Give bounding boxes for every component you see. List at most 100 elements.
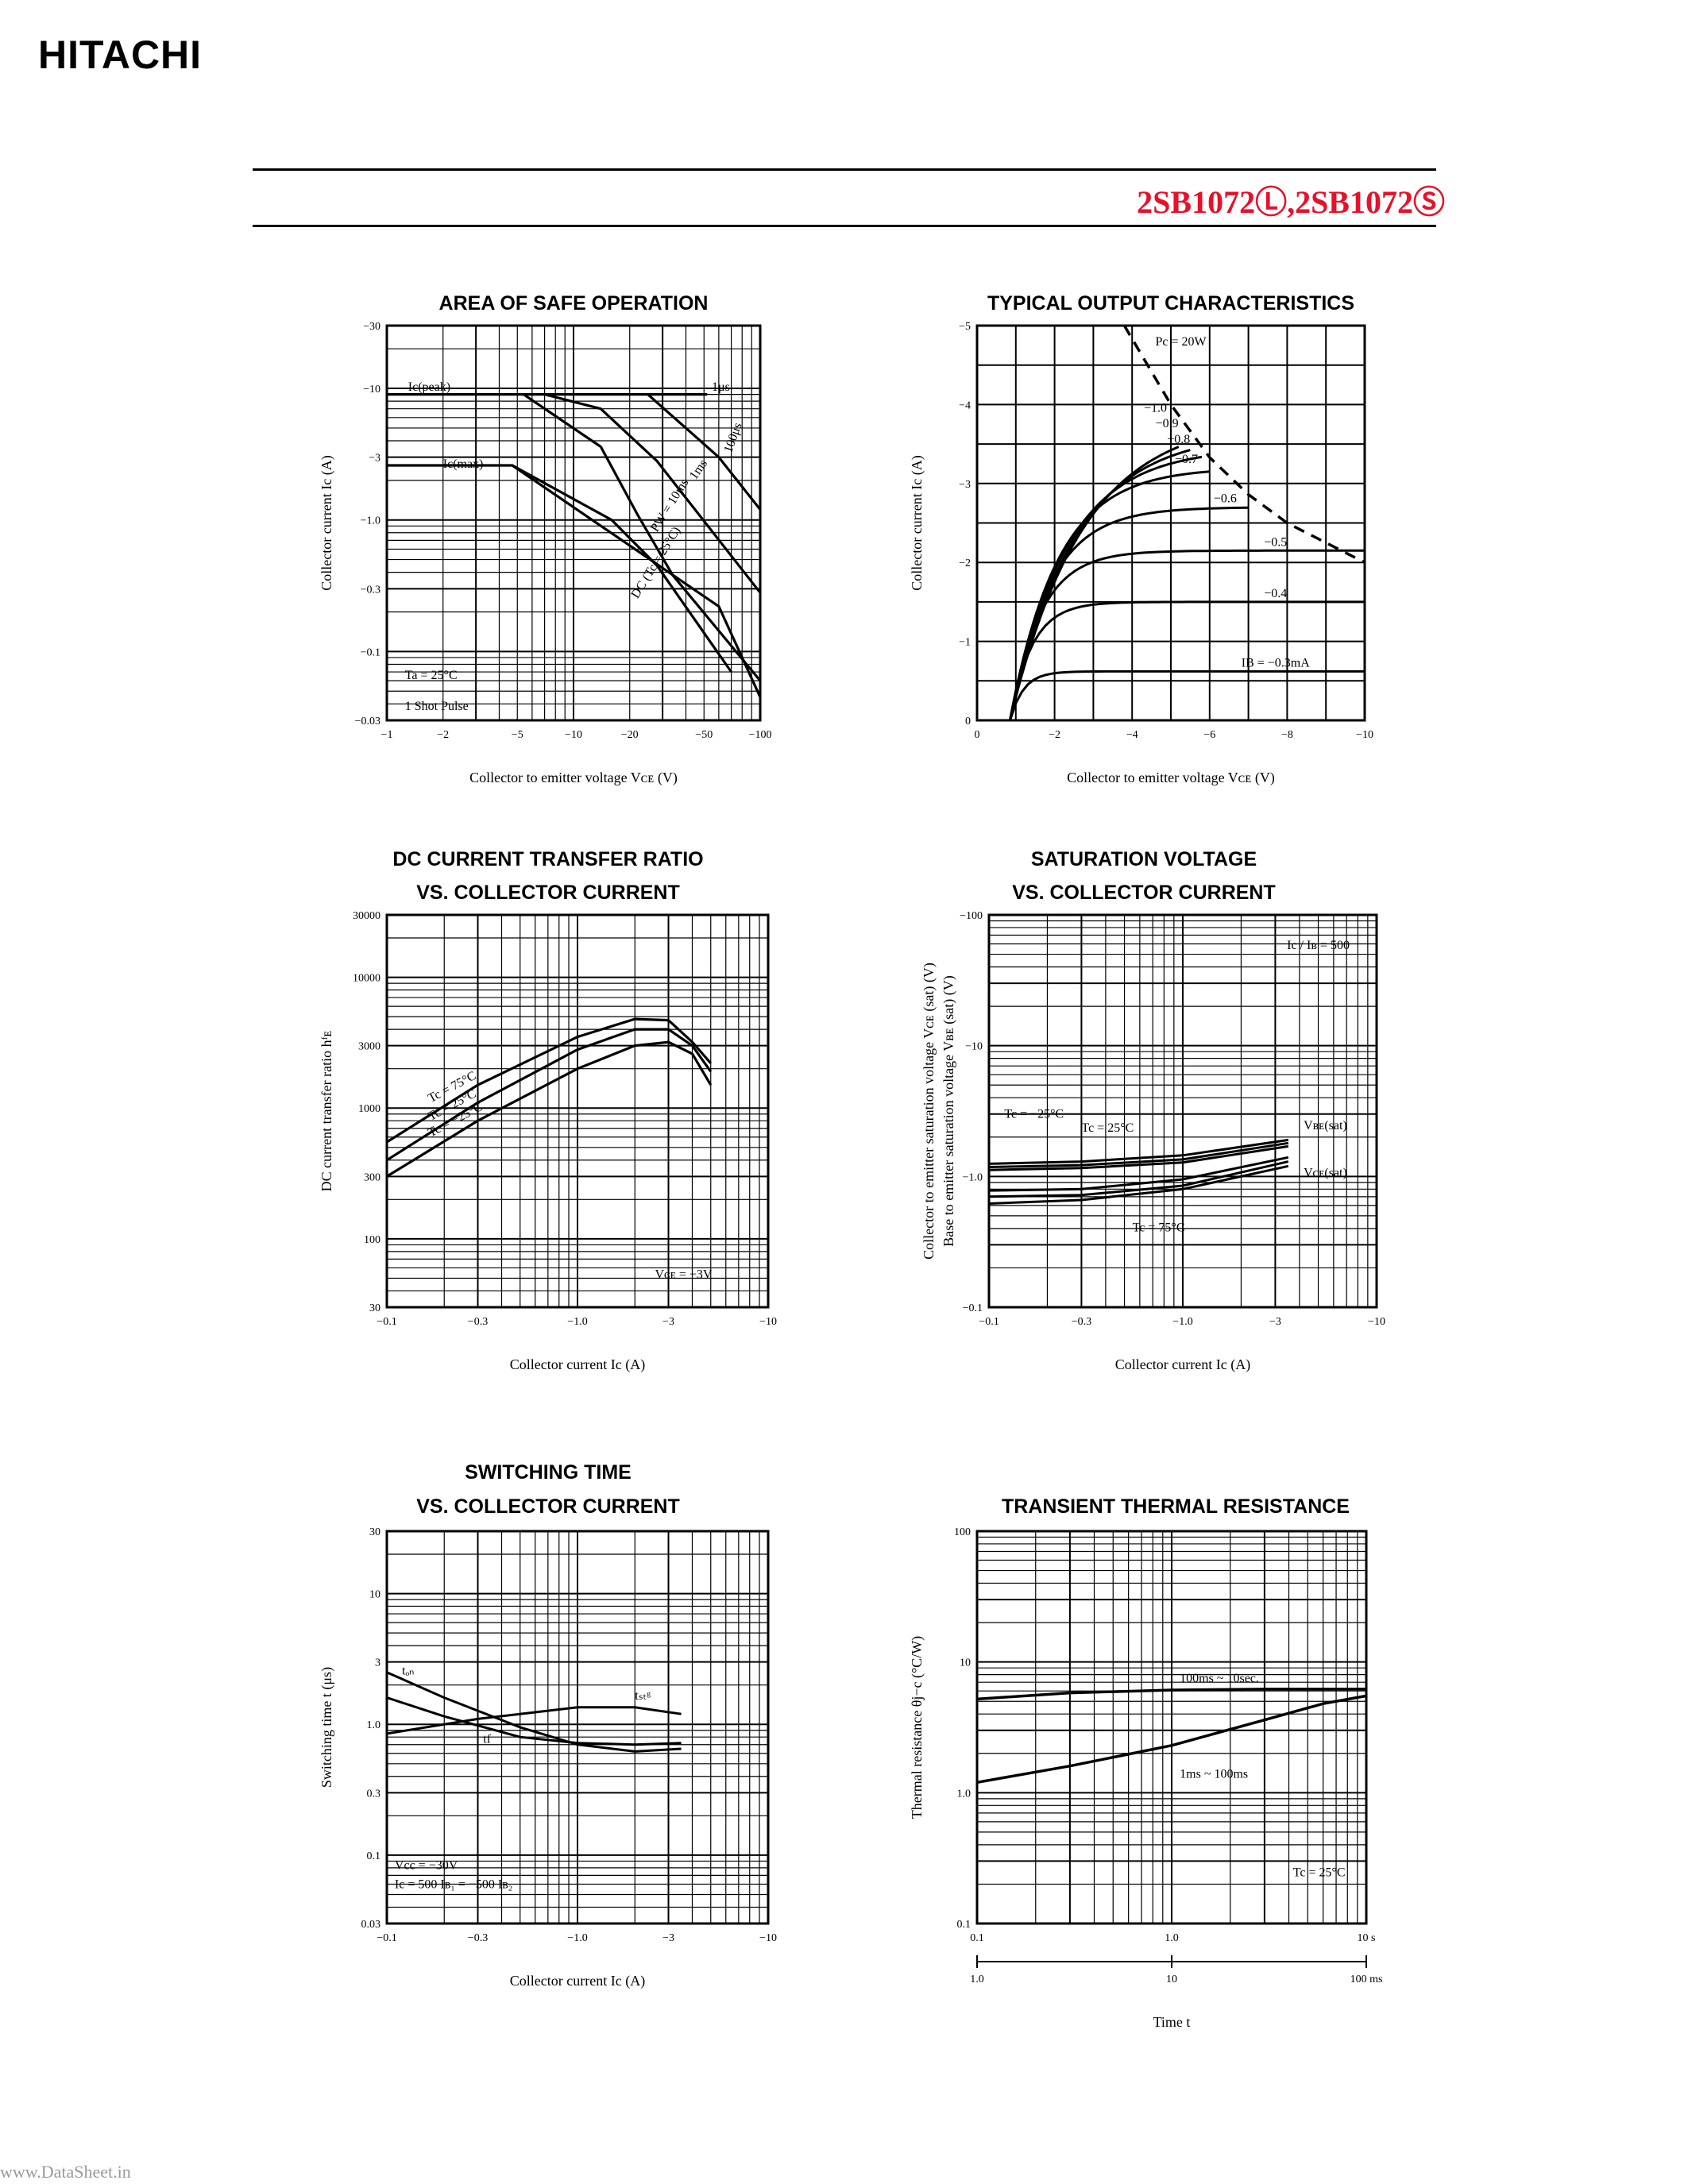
y-tick-label: 30000 xyxy=(353,910,380,922)
series-label: −1.0 xyxy=(1144,401,1167,415)
x-tick-label: −5 xyxy=(512,729,523,741)
brand-logo: HITACHI xyxy=(38,33,203,77)
chart-title: TRANSIENT THERMAL RESISTANCE xyxy=(1002,1495,1350,1518)
x-tick-label: −10 xyxy=(1356,729,1373,741)
series-label: −0.4 xyxy=(1264,587,1287,600)
footer-url: www.DataSheet.in xyxy=(0,2162,131,2182)
series-line xyxy=(386,1706,682,1735)
y-tick-label: 10000 xyxy=(353,973,380,985)
chart-title: VS. COLLECTOR CURRENT xyxy=(1012,882,1276,904)
series-line xyxy=(1009,506,1249,721)
series-line xyxy=(988,1160,1289,1198)
chart-annotation: Tc = −25°C xyxy=(1004,1108,1064,1121)
series-line xyxy=(647,393,762,511)
series-label: 100ms ~ 10sec. xyxy=(1180,1672,1259,1685)
chart-title: VS. COLLECTOR CURRENT xyxy=(416,882,680,904)
chart-area-of-safe-operation: AREA OF SAFE OPERATION Collector to emitt… xyxy=(319,292,771,786)
y-tick-label: −30 xyxy=(363,321,380,333)
y-axis-label: Collector current Ic (A) xyxy=(319,455,335,590)
x-tick-label: −3 xyxy=(1269,1316,1281,1328)
series-line xyxy=(511,464,762,698)
y-tick-label: 1000 xyxy=(358,1103,380,1115)
chart-annotation: Vᴄᴇ = −3V xyxy=(655,1268,713,1281)
series-label: Pc = 20W xyxy=(1155,335,1207,349)
x-tick-label: −0.1 xyxy=(377,1316,396,1328)
plot-frame xyxy=(385,324,762,722)
y-tick-label: −3 xyxy=(959,479,971,491)
chart-dc-current-transfer: DC CURRENT TRANSFER RATIO VS. COLLECTOR C… xyxy=(319,848,777,1373)
y-tick-label: −3 xyxy=(369,453,380,465)
series-line xyxy=(1009,449,1191,721)
series-line xyxy=(988,1138,1289,1165)
series-line xyxy=(988,1141,1289,1168)
x-tick-label: −3 xyxy=(662,1932,674,1944)
series-line xyxy=(988,1164,1289,1205)
y-tick-label: −1 xyxy=(959,637,971,649)
y-tick-label: 30 xyxy=(369,1302,380,1314)
x-tick-label: −10 xyxy=(1368,1316,1385,1328)
series-line xyxy=(988,1156,1289,1192)
y-tick-label: −4 xyxy=(959,399,971,411)
chart-annotation: 1 Shot Pulse xyxy=(405,700,469,713)
x-tick-label: −1.0 xyxy=(1172,1316,1192,1328)
chart-annotation: Tc = 25°C xyxy=(1081,1121,1134,1135)
chart-annotation: Ic / Iʙ = 500 xyxy=(1287,939,1350,952)
series-line xyxy=(386,1017,713,1144)
y-tick-label: −1.0 xyxy=(361,515,380,527)
chart-title: SWITCHING TIME xyxy=(465,1461,632,1484)
y-tick-label: 0 xyxy=(965,716,971,727)
pc-limit-line xyxy=(1122,325,1365,564)
series-line xyxy=(1009,549,1365,721)
x-tick-label-2: 10 xyxy=(1166,1974,1177,1985)
plot-frame xyxy=(987,913,1378,1309)
series-label: −0.9 xyxy=(1156,417,1179,430)
series-label: −0.5 xyxy=(1264,535,1287,549)
chart-annotation: Ic(max) xyxy=(443,457,484,471)
y-tick-label: 100 xyxy=(364,1234,380,1246)
x-tick-label-2: 100 ms xyxy=(1350,1974,1383,1985)
y-tick-label: 3000 xyxy=(358,1041,380,1053)
x-axis-label: Collector to emitter voltage Vᴄᴇ (V) xyxy=(469,770,678,786)
part-number: 2SB1072Ⓛ,2SB1072Ⓢ xyxy=(1137,184,1445,220)
y-tick-label: 100 xyxy=(954,1526,971,1538)
plot-frame xyxy=(975,1530,1368,1925)
chart-annotation: 1μs xyxy=(712,380,730,394)
y-tick-label: −10 xyxy=(363,384,380,396)
series-line xyxy=(1009,446,1180,721)
chart-annotation: Vcc = −30V xyxy=(395,1859,458,1873)
y-axis-label: DC current transfer ratio hᶠᴇ xyxy=(319,1031,334,1192)
y-axis-label-2: Base to emitter saturation voltage Vʙᴇ (… xyxy=(941,975,957,1247)
x-tick-label: −0.3 xyxy=(468,1316,488,1328)
chart-title: DC CURRENT TRANSFER RATIO xyxy=(392,848,703,870)
series-line xyxy=(386,1040,713,1178)
plot-frame xyxy=(975,324,1366,722)
x-tick-label: 0.1 xyxy=(970,1932,984,1944)
chart-annotation: Tc = 25°C xyxy=(1293,1866,1346,1879)
series-line xyxy=(976,1694,1367,1785)
x-tick-label: −0.3 xyxy=(468,1932,488,1944)
x-tick-label: −8 xyxy=(1281,729,1293,741)
header-rule-top xyxy=(253,168,1436,171)
y-tick-label: 300 xyxy=(364,1171,380,1183)
x-axis-label: Collector current Ic (A) xyxy=(1115,1356,1250,1373)
y-tick-label: −2 xyxy=(959,558,971,569)
y-axis-label: Collector current Ic (A) xyxy=(909,455,925,590)
x-tick-label: −2 xyxy=(1049,729,1060,741)
chart-title: TYPICAL OUTPUT CHARACTERISTICS xyxy=(987,292,1354,314)
series-label: 1ms ~ 100ms xyxy=(1180,1768,1248,1781)
y-axis-label: Thermal resistance θj−c (°C/W) xyxy=(909,1636,925,1819)
chart-title: AREA OF SAFE OPERATION xyxy=(439,292,709,314)
y-tick-label: −0.3 xyxy=(361,584,380,596)
chart-annotation: Ta = 25°C xyxy=(405,669,458,682)
x-tick-label: −10 xyxy=(565,729,582,741)
chart-transient-thermal: TRANSIENT THERMAL RESISTANCE Thermal resi… xyxy=(909,1495,1382,2030)
chart-annotation: tₒₙ xyxy=(402,1665,414,1678)
y-tick-label: 0.3 xyxy=(367,1788,381,1800)
y-tick-label: 0.1 xyxy=(367,1850,381,1862)
x-tick-label: −100 xyxy=(749,729,772,741)
x-tick-label: −4 xyxy=(1126,729,1138,741)
y-tick-label: −0.03 xyxy=(355,716,380,727)
chart-annotation: Tc = 75°C xyxy=(1133,1221,1185,1235)
x-tick-label: 10 s xyxy=(1358,1932,1376,1944)
